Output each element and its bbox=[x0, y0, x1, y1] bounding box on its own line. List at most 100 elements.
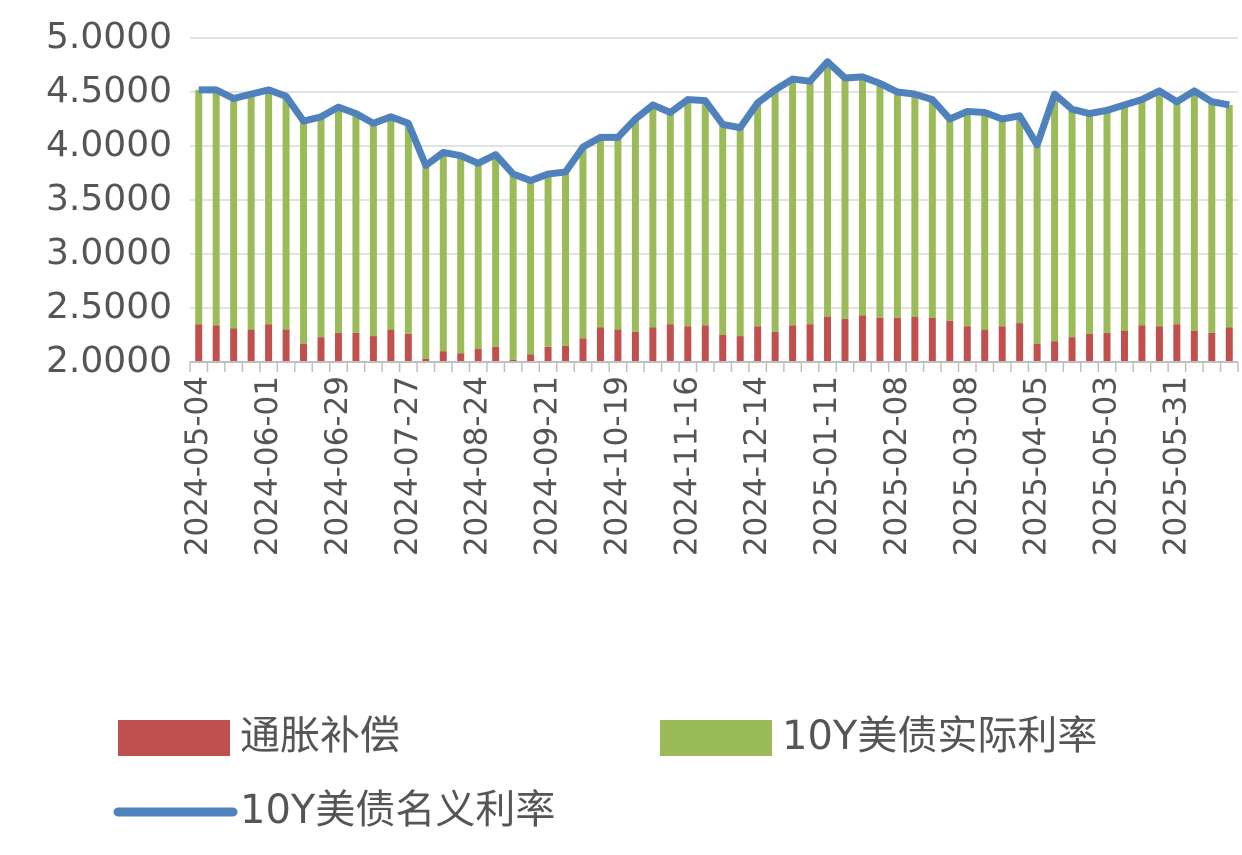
bar bbox=[212, 325, 220, 363]
bar bbox=[824, 61, 832, 317]
bar bbox=[282, 329, 290, 363]
bar bbox=[1138, 325, 1146, 363]
x-tick-label: 2024-08-24 bbox=[459, 376, 495, 556]
bar bbox=[492, 346, 500, 363]
bar bbox=[1086, 333, 1094, 363]
bar bbox=[981, 112, 989, 330]
bar bbox=[824, 316, 832, 363]
x-tick-label: 2024-06-01 bbox=[249, 376, 285, 556]
bar bbox=[1120, 330, 1128, 363]
bar bbox=[579, 338, 587, 363]
bar bbox=[195, 89, 203, 325]
bar bbox=[771, 331, 779, 363]
bar bbox=[649, 327, 657, 363]
y-tick-label: 4.5000 bbox=[46, 70, 172, 111]
bar bbox=[1208, 101, 1216, 333]
bar bbox=[369, 123, 377, 337]
bar bbox=[212, 89, 220, 326]
bar bbox=[719, 335, 727, 363]
bar bbox=[352, 113, 360, 333]
bar bbox=[1033, 144, 1041, 344]
bar bbox=[841, 318, 849, 363]
bar bbox=[300, 121, 308, 344]
bar bbox=[387, 116, 395, 330]
bar bbox=[1068, 337, 1076, 363]
bar bbox=[719, 124, 727, 336]
bar bbox=[981, 329, 989, 363]
bar bbox=[614, 137, 622, 330]
x-tick-label: 2024-11-16 bbox=[668, 376, 704, 556]
bar bbox=[1190, 330, 1198, 363]
bar bbox=[614, 329, 622, 363]
x-tick-label: 2024-12-14 bbox=[738, 376, 774, 556]
x-tick-label: 2025-05-03 bbox=[1088, 376, 1124, 556]
bar bbox=[1103, 332, 1111, 363]
bar bbox=[247, 329, 255, 363]
bar bbox=[1068, 109, 1076, 338]
legend-label: 10Y美债名义利率 bbox=[240, 787, 555, 833]
x-tick-label: 2025-03-08 bbox=[948, 376, 984, 556]
bar bbox=[439, 152, 447, 352]
bar bbox=[701, 100, 709, 326]
bar bbox=[527, 354, 535, 363]
bar bbox=[1033, 343, 1041, 363]
bar bbox=[596, 327, 604, 363]
bar bbox=[1051, 341, 1059, 363]
bar bbox=[457, 353, 465, 363]
bar bbox=[806, 324, 814, 363]
bar bbox=[1208, 332, 1216, 363]
plot-area bbox=[195, 61, 1233, 363]
bar bbox=[334, 107, 342, 333]
bar bbox=[457, 155, 465, 354]
bar bbox=[317, 337, 325, 363]
bar bbox=[1173, 324, 1181, 363]
y-tick-label: 4.0000 bbox=[46, 124, 172, 165]
x-tick-label: 2024-10-19 bbox=[598, 376, 634, 556]
y-tick-label: 2.0000 bbox=[46, 340, 172, 381]
bar bbox=[195, 324, 203, 363]
line bbox=[198, 58, 1230, 185]
bar bbox=[492, 154, 500, 347]
bar bbox=[911, 316, 919, 363]
bar bbox=[422, 358, 430, 363]
bar bbox=[265, 89, 273, 325]
bar bbox=[282, 96, 290, 330]
x-tick-label: 2025-04-05 bbox=[1018, 376, 1054, 556]
legend-label: 通胀补偿 bbox=[240, 713, 400, 759]
bar bbox=[736, 127, 744, 337]
x-tick-label: 2025-01-11 bbox=[808, 376, 844, 556]
x-tick-label: 2025-02-08 bbox=[878, 376, 914, 556]
bar bbox=[562, 345, 570, 363]
bar bbox=[858, 315, 866, 363]
bar bbox=[317, 116, 325, 338]
bar bbox=[404, 333, 412, 363]
bar bbox=[631, 331, 639, 363]
bar bbox=[771, 89, 779, 332]
bar bbox=[1190, 90, 1198, 331]
bar bbox=[789, 325, 797, 363]
bar bbox=[1225, 327, 1233, 363]
bar bbox=[230, 328, 238, 363]
bar bbox=[1155, 326, 1163, 363]
bar bbox=[806, 81, 814, 325]
bar bbox=[998, 326, 1006, 363]
bar bbox=[579, 147, 587, 339]
bar bbox=[946, 119, 954, 321]
bar bbox=[928, 317, 936, 363]
bar bbox=[596, 137, 604, 328]
y-tick-label: 3.0000 bbox=[46, 232, 172, 273]
bar bbox=[300, 343, 308, 363]
bar bbox=[684, 99, 692, 327]
bar bbox=[562, 171, 570, 346]
bar bbox=[1103, 110, 1111, 333]
bar bbox=[893, 317, 901, 363]
bar bbox=[649, 104, 657, 328]
bar bbox=[247, 94, 255, 330]
y-tick-label: 5.0000 bbox=[46, 16, 172, 57]
bar bbox=[858, 76, 866, 316]
bar bbox=[527, 180, 535, 355]
bar bbox=[841, 77, 849, 319]
legend-swatch bbox=[118, 720, 230, 756]
